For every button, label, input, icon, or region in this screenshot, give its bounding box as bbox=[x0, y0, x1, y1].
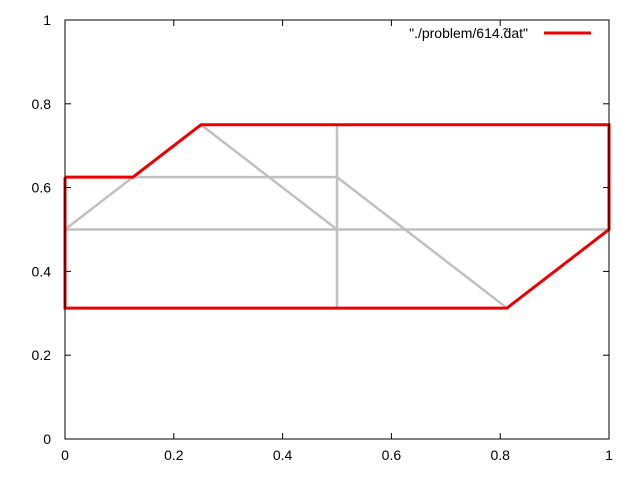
y-tick-labels: 0 0.2 0.4 0.6 0.8 1 bbox=[32, 12, 52, 447]
mesh-lines bbox=[64, 123, 609, 310]
x-tick-label: 0.4 bbox=[273, 447, 293, 463]
y-tick-label: 0 bbox=[43, 431, 51, 447]
x-tick-label: 0.2 bbox=[164, 447, 184, 463]
mesh-segment bbox=[200, 123, 338, 231]
y-tick-label: 0.6 bbox=[32, 180, 52, 196]
plot-frame bbox=[64, 19, 610, 440]
y-tick-label: 0.4 bbox=[32, 263, 52, 279]
y-tick-label: 0.8 bbox=[32, 96, 52, 112]
x-tick-label: 0.8 bbox=[490, 447, 510, 463]
legend-label: "./problem/614.̃dat" bbox=[409, 25, 528, 41]
x-tick-labels: 0 0.2 0.4 0.6 0.8 1 bbox=[61, 447, 613, 463]
y-tick-label: 0.2 bbox=[32, 347, 52, 363]
mesh-segment bbox=[336, 176, 508, 310]
x-tick-label: 0 bbox=[61, 447, 69, 463]
legend: "./problem/614.̃dat" bbox=[409, 25, 591, 41]
y-tick-label: 1 bbox=[43, 12, 51, 28]
tick-marks bbox=[64, 19, 610, 440]
x-tick-label: 0.6 bbox=[382, 447, 402, 463]
x-tick-label: 1 bbox=[605, 447, 613, 463]
